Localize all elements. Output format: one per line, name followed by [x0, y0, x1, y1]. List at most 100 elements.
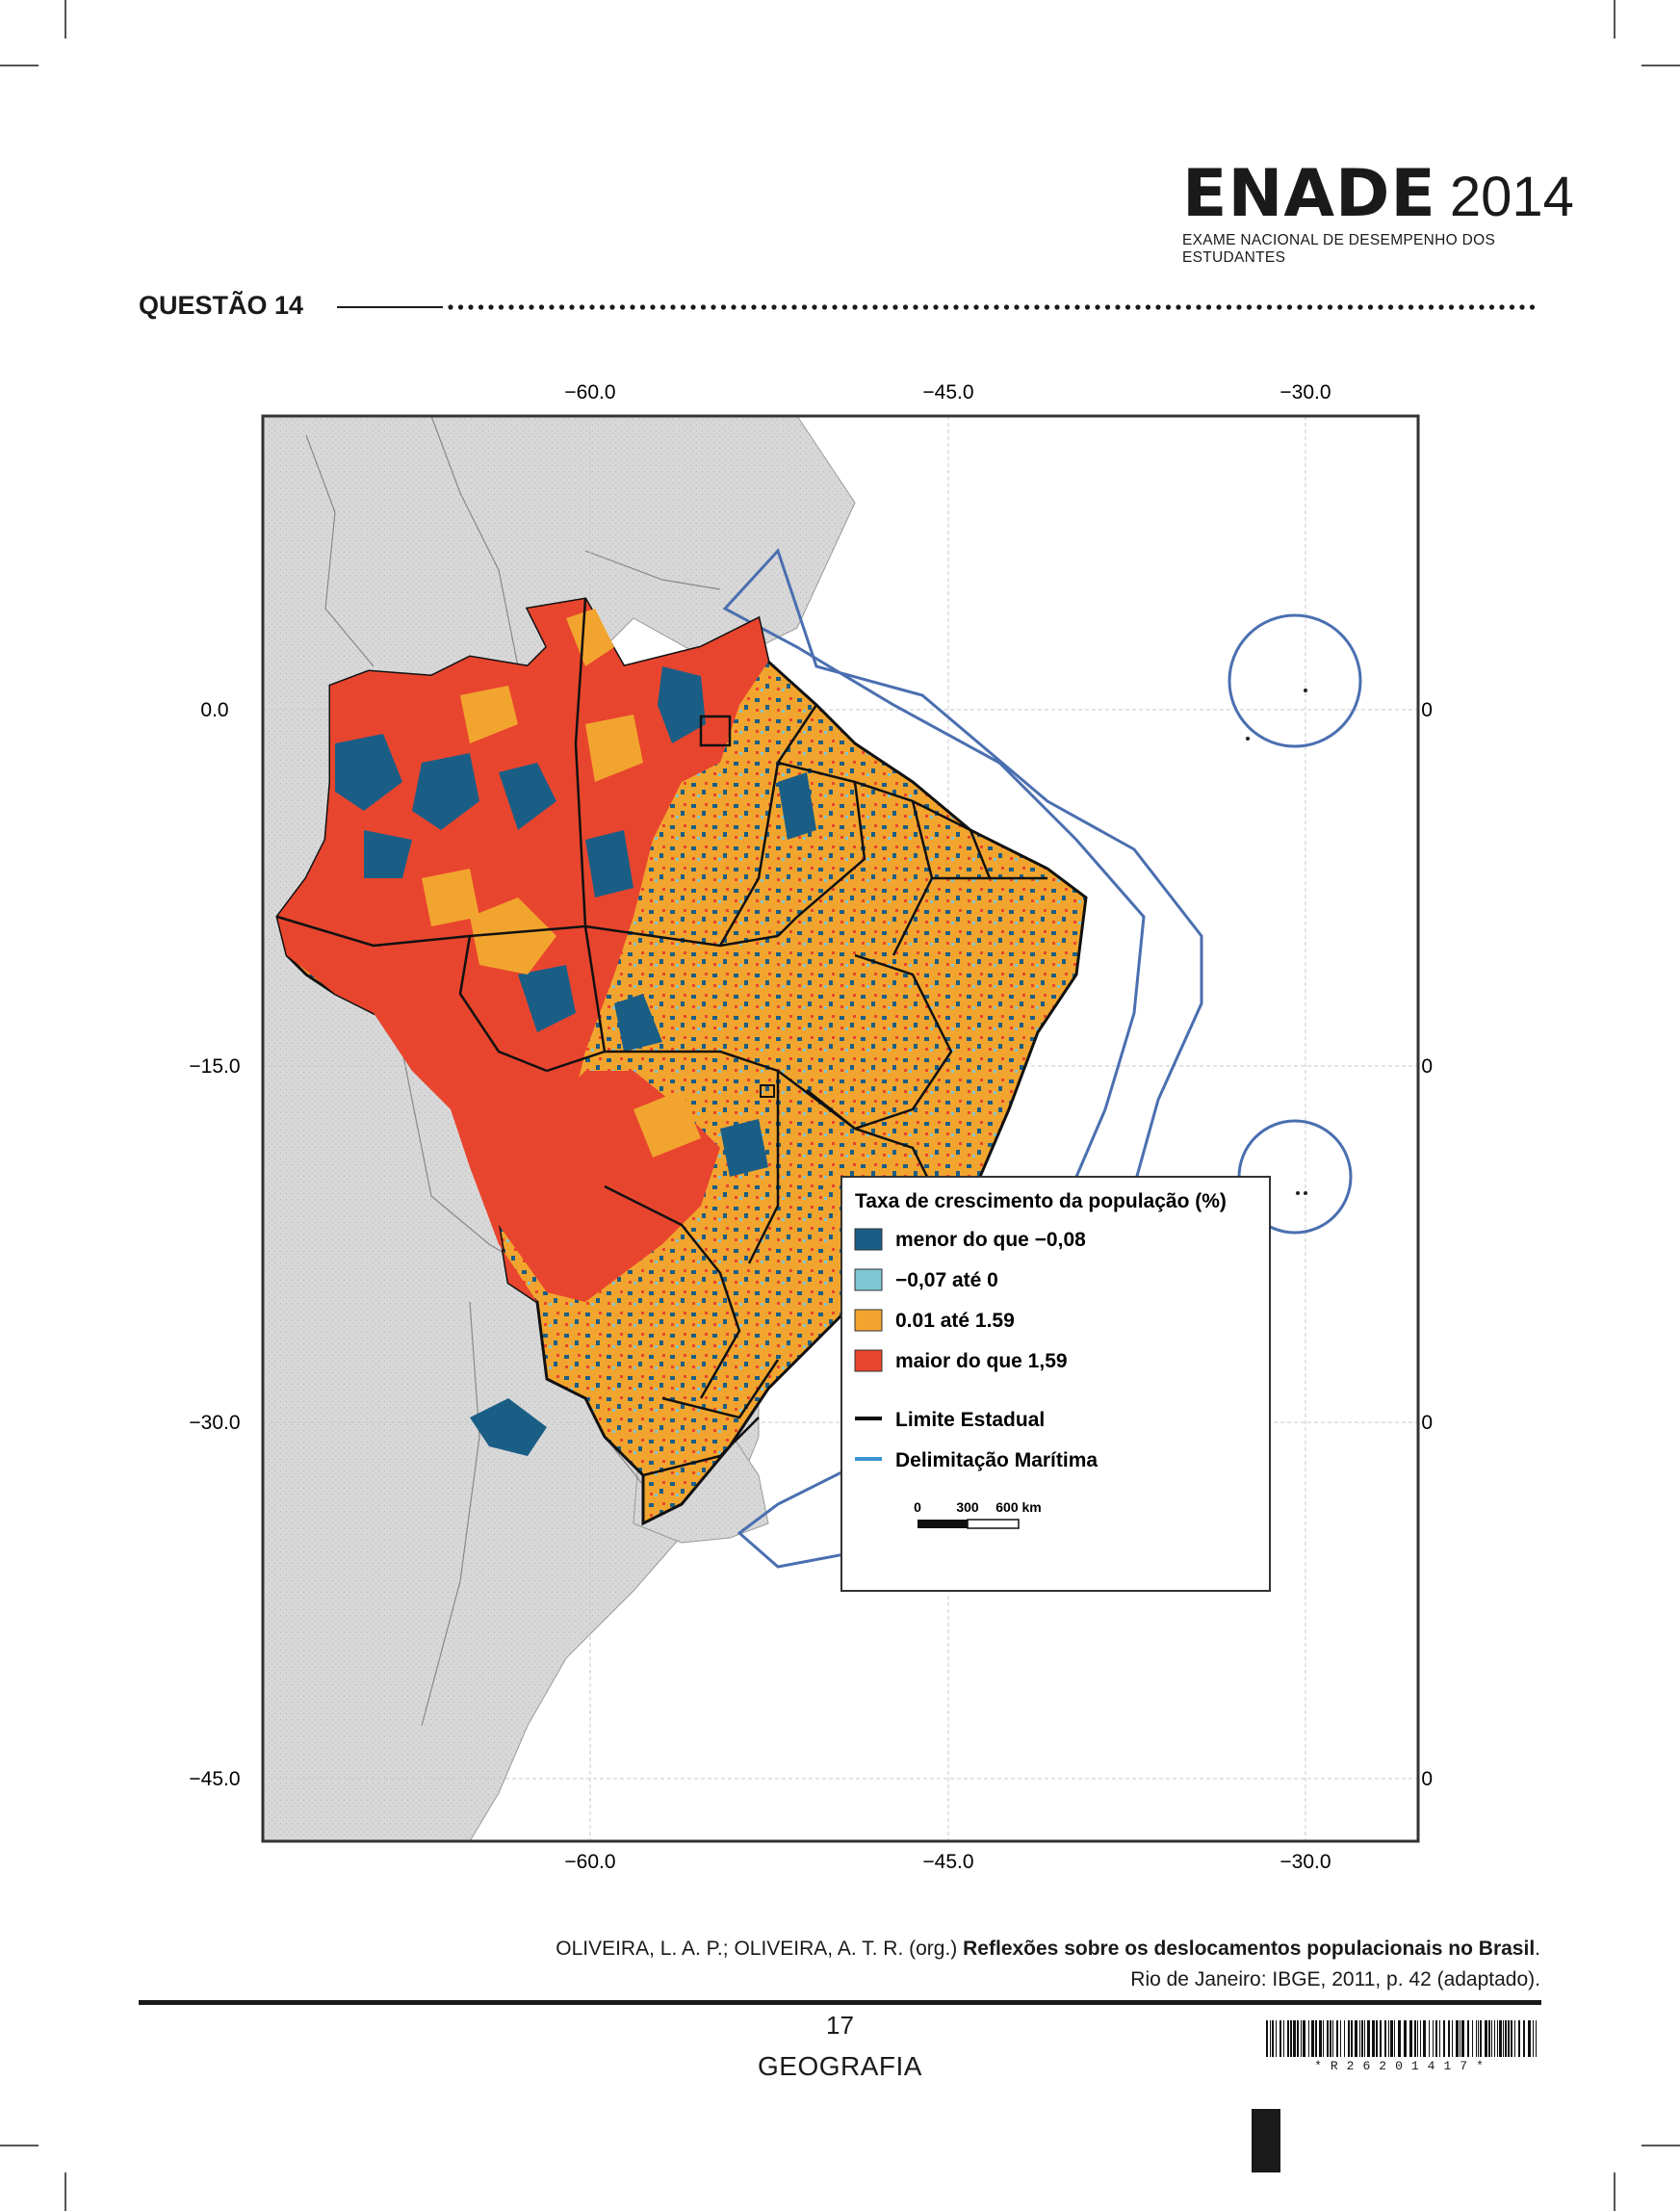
rule-dot — [983, 304, 990, 310]
legend-line-label: Limite Estadual — [895, 1409, 1045, 1431]
rule-dot — [771, 304, 777, 310]
barcode-bar — [1404, 2020, 1407, 2057]
barcode-bar — [1448, 2020, 1450, 2057]
legend-line-label: Delimitação Marítima — [895, 1449, 1098, 1471]
rule-dot — [1297, 304, 1303, 310]
citation-line-2: Rio de Janeiro: IBGE, 2011, p. 42 (adapt… — [1130, 1968, 1540, 1990]
source-citation: OLIVEIRA, L. A. P.; OLIVEIRA, A. T. R. (… — [556, 1934, 1540, 1995]
barcode-bar — [1478, 2020, 1479, 2057]
barcode-bar — [1359, 2020, 1360, 2057]
barcode-bar — [1351, 2020, 1353, 2057]
rule-dot — [599, 304, 606, 310]
rule-dot — [1327, 304, 1333, 310]
rule-dot — [953, 304, 959, 310]
rule-dot — [1519, 304, 1525, 310]
barcode-bar — [1423, 2020, 1426, 2057]
rule-dot — [1196, 304, 1202, 310]
amapa-border-detail — [699, 715, 732, 747]
citation-authors: OLIVEIRA, L. A. P.; OLIVEIRA, A. T. R. (… — [556, 1938, 958, 1960]
barcode-bar — [1270, 2020, 1271, 2057]
rule-dot — [1145, 304, 1151, 310]
crop-mark — [1641, 2145, 1680, 2146]
barcode-bar — [1340, 2020, 1341, 2057]
rule-dot — [943, 304, 949, 310]
map-svg: −60.0 −45.0 −30.0 −60.0 −45.0 −30.0 0.0 … — [189, 381, 1433, 1873]
barcode-bar — [1491, 2020, 1492, 2057]
rule-dot — [1317, 304, 1323, 310]
barcode-bar — [1480, 2020, 1482, 2057]
barcode-bar — [1319, 2020, 1322, 2057]
left-tick-label: −30.0 — [189, 1412, 240, 1434]
barcode-bar — [1287, 2020, 1289, 2057]
barcode-bar — [1380, 2020, 1382, 2057]
barcode-bar — [1435, 2020, 1437, 2057]
barcode-bar — [1439, 2020, 1440, 2057]
map-legend: Taxa de crescimento da população (%) men… — [840, 1176, 1271, 1592]
barcode-bar — [1290, 2020, 1292, 2057]
rule-dot — [1054, 304, 1060, 310]
barcode-bar — [1315, 2020, 1317, 2057]
barcode-bar — [1452, 2020, 1453, 2057]
rule-dot — [1165, 304, 1172, 310]
barcode-bar — [1485, 2020, 1487, 2057]
barcode-bar — [1372, 2020, 1375, 2057]
rule-dot — [1095, 304, 1100, 310]
registration-mark — [1252, 2109, 1280, 2172]
top-tick-label: −45.0 — [922, 381, 973, 403]
barcode-bar — [1505, 2020, 1507, 2057]
barcode-bar — [1511, 2020, 1512, 2057]
rule-dot — [1104, 304, 1111, 310]
rule-dot — [1074, 304, 1080, 310]
rule-dot — [1135, 304, 1141, 310]
barcode-bar — [1433, 2020, 1434, 2057]
barcode-bar — [1367, 2020, 1370, 2057]
barcode-bar — [1523, 2020, 1525, 2057]
scale-label: 300 — [956, 1499, 979, 1515]
rule-dot — [801, 304, 808, 310]
rule-dot — [518, 304, 525, 310]
rule-dot — [994, 304, 999, 310]
rule-dot — [1003, 304, 1010, 310]
rule-dot — [1216, 304, 1222, 310]
rule-dot — [913, 304, 918, 310]
legend-label: maior do que 1,59 — [895, 1350, 1068, 1372]
barcode-bar — [1533, 2020, 1534, 2057]
rule-dot — [680, 304, 686, 310]
scale-label: 0 — [914, 1499, 921, 1515]
barcode-bar — [1414, 2020, 1416, 2057]
rule-dot — [1034, 304, 1040, 310]
crop-mark — [65, 2172, 66, 2211]
barcode-bar — [1364, 2020, 1365, 2057]
barcode-bar — [1330, 2020, 1331, 2057]
rule-dot — [1347, 304, 1354, 310]
island-dot — [1304, 1191, 1307, 1195]
rule-dot — [1205, 304, 1212, 310]
rule-dot — [498, 304, 504, 310]
rule-dot — [821, 304, 828, 310]
left-tick-label: −45.0 — [189, 1768, 240, 1790]
rule-dot — [922, 304, 929, 310]
rule-dot — [639, 304, 646, 310]
rule-dot — [468, 304, 474, 310]
rule-dot — [619, 304, 626, 310]
scale-bar-black — [918, 1520, 968, 1528]
citation-title: Reflexões sobre os deslocamentos populac… — [963, 1938, 1536, 1960]
rule-dot — [751, 304, 757, 310]
barcode-bar — [1443, 2020, 1445, 2057]
rule-dot — [558, 304, 565, 310]
country-borders — [305, 416, 721, 1727]
rule-dot — [1488, 304, 1495, 310]
barcode-bar — [1394, 2020, 1395, 2057]
rule-dot — [650, 304, 656, 310]
rule-dot — [1084, 304, 1091, 310]
rule-dot — [812, 304, 817, 310]
barcode-bar — [1384, 2020, 1386, 2057]
barcode-bar — [1266, 2020, 1268, 2057]
legend-title: Taxa de crescimento da população (%) — [855, 1190, 1227, 1212]
rule-dot — [579, 304, 585, 310]
rule-dot — [852, 304, 858, 310]
barcode-bar — [1293, 2020, 1296, 2057]
island-dot — [1296, 1191, 1300, 1195]
barcode-bar — [1429, 2020, 1430, 2057]
barcode-bar — [1503, 2020, 1504, 2057]
